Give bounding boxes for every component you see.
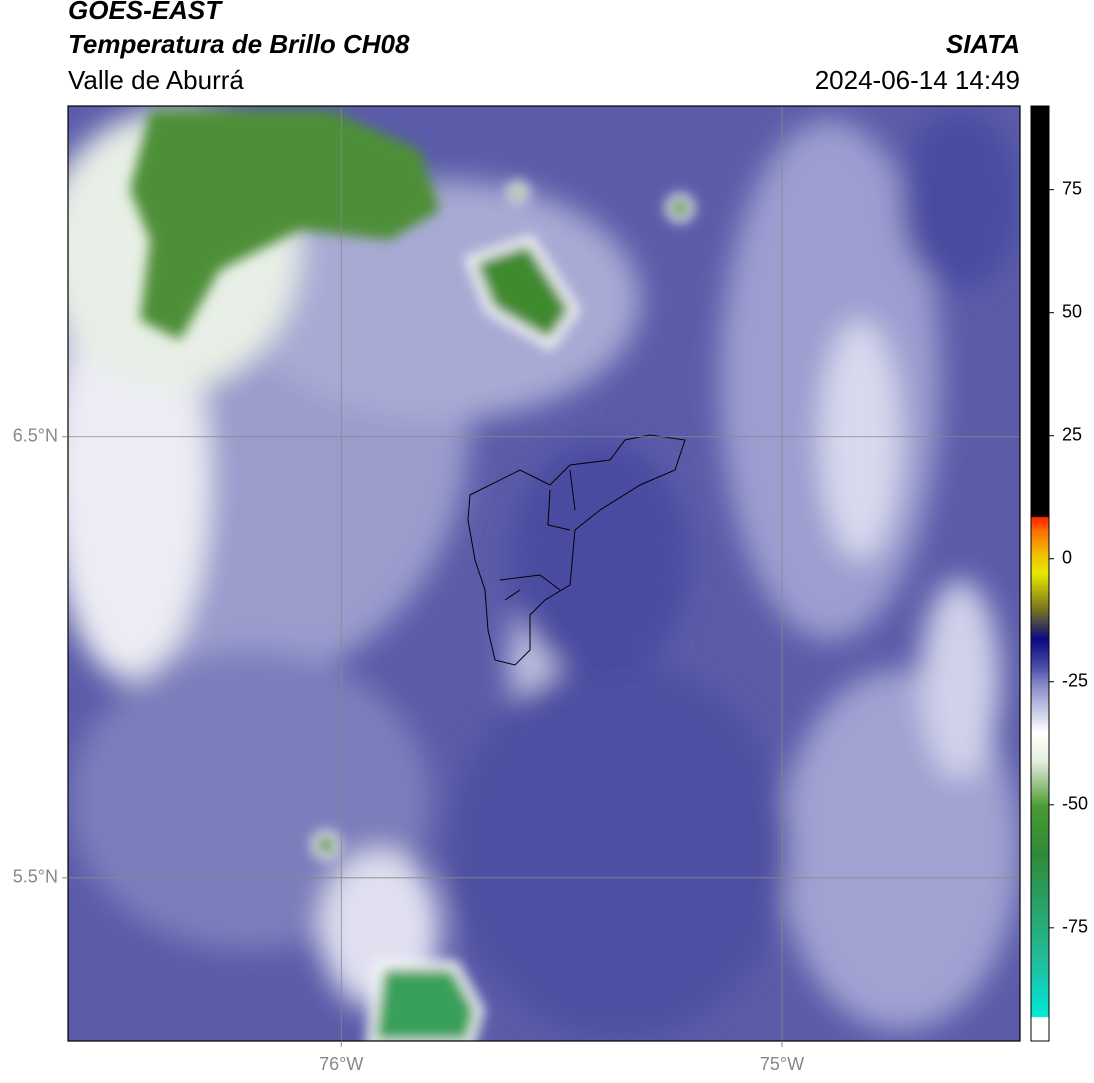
x-tick-label: 76°W xyxy=(319,1054,363,1074)
colorbar-tick-label: -50 xyxy=(1062,794,1088,814)
source: SIATA xyxy=(946,29,1020,59)
colorbar-tick-label: 0 xyxy=(1062,547,1072,567)
title: GOES-EAST xyxy=(68,0,223,25)
colorbar-tick-label: 25 xyxy=(1062,424,1082,444)
x-tick-label: 75°W xyxy=(760,1054,804,1074)
y-tick-label: 5.5°N xyxy=(13,867,58,887)
colorbar-tick-label: 50 xyxy=(1062,301,1082,321)
colorbar-tick-label: -75 xyxy=(1062,917,1088,937)
map-frame xyxy=(67,105,1021,1042)
datetime: 2024-06-14 14:49 xyxy=(815,65,1020,95)
region: Valle de Aburrá xyxy=(68,65,244,95)
colorbar-tick-label: -25 xyxy=(1062,671,1088,691)
y-tick-label: 6.5°N xyxy=(13,426,58,446)
colorbar-tick-label: 75 xyxy=(1062,178,1082,198)
colorbar xyxy=(1030,105,1050,1042)
municipal-borders xyxy=(467,434,686,666)
graticule xyxy=(68,106,1020,1041)
satellite-field xyxy=(68,106,1020,1041)
subtitle: Temperatura de Brillo CH08 xyxy=(68,29,410,59)
